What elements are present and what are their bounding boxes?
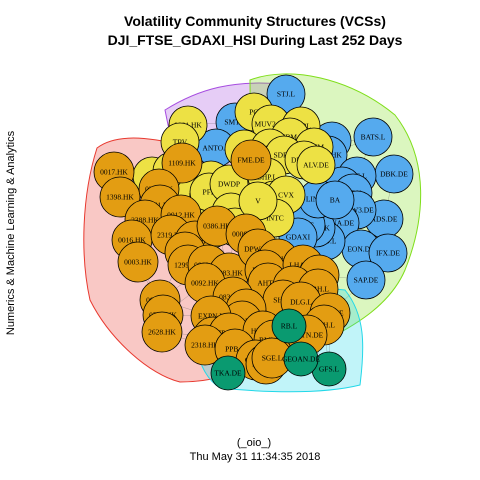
node-circle-blue (346, 260, 386, 300)
node-label: 0941.HK (146, 201, 174, 210)
node-label: EXPN.L (198, 312, 224, 321)
node-label: VOW3.DE (340, 206, 374, 215)
node-label: 2318.HK (191, 341, 219, 350)
node-label: GFS.L (319, 365, 340, 374)
node-label: ANTO.L (202, 144, 230, 153)
network-node: 1109.HK (161, 142, 203, 184)
node-label: SMT.L (224, 118, 246, 127)
node-circle-blue (368, 233, 408, 273)
node-label: CVX (278, 191, 294, 200)
node-label: TRV (173, 138, 188, 147)
node-label: RB.L (281, 322, 298, 331)
node-label: BATS.L (361, 133, 386, 142)
node-circle-yellow (296, 145, 336, 185)
chart-title-line1: Volatility Community Structures (VCSs) (124, 13, 386, 29)
network-node: SAP.DE (346, 260, 386, 300)
node-label: AHT.L (257, 279, 279, 288)
node-label: 0386.HK (203, 222, 231, 231)
node-label: IFX.DE (376, 249, 400, 258)
node-circle-orange (117, 241, 159, 283)
node-label: ALV.DE (303, 161, 329, 170)
node-label: SAP.DE (354, 276, 379, 285)
network-node: DBK.DE (374, 154, 414, 194)
node-label: ADS.DE (371, 215, 398, 224)
node-label: 1398.HK (106, 193, 134, 202)
node-label: BHP.L (257, 173, 278, 182)
network-node: RB.L (271, 308, 307, 344)
node-label: BA (330, 196, 341, 205)
footer-signature: (_oio_) (237, 437, 271, 449)
node-label: DWDP (218, 180, 240, 189)
node-label: 0003.HK (124, 258, 152, 267)
node-label: BAYN.DE (291, 331, 324, 340)
chart-title-line2: DJI_FTSE_GDAXI_HSI During Last 252 Days (108, 32, 403, 48)
node-circle-blue (315, 180, 355, 220)
network-node: GEOAN.DE (282, 341, 321, 377)
node-label: 0012.HK (167, 211, 195, 220)
node-label: SGE.L (262, 354, 283, 363)
node-label: DLG.L (290, 298, 312, 307)
node-circle-orange (141, 311, 183, 353)
node-label: FME.DE (237, 156, 265, 165)
node-label: INTC (266, 214, 284, 223)
node-label: GDAXI (286, 233, 311, 242)
footer-timestamp: Thu May 31 11:34:35 2018 (190, 451, 321, 463)
network-node: BATS.L (353, 117, 393, 157)
node-label: DPW.DE (244, 245, 272, 254)
network-nodes: STJ.LBATS.LDBK.DEVZ1038.HKSSE.LPRU.LMRKA… (93, 74, 414, 391)
network-node: 2628.HK (141, 311, 183, 353)
network-node: GFS.L (311, 351, 347, 387)
node-label: EON.DE (347, 245, 375, 254)
node-label: PG (249, 108, 259, 117)
node-circle-orange (230, 139, 272, 181)
node-label: 2628.HK (148, 328, 176, 337)
node-label: MUV2.DE (254, 120, 288, 129)
network-node: SGE.L (251, 337, 293, 379)
node-circle-blue (353, 117, 393, 157)
network-node: ALV.DE (296, 145, 336, 185)
side-axis-label: Numerics & Machine Learning & Analytics (5, 130, 17, 335)
node-label: 2319.HK (157, 231, 185, 240)
network-node: IFX.DE (368, 233, 408, 273)
node-label: 0017.HK (100, 168, 128, 177)
node-label: V (255, 197, 261, 206)
node-label: SDR.L (273, 151, 294, 160)
node-label: TKA.DE (214, 369, 242, 378)
node-label: VNA.DE (326, 219, 355, 228)
node-circle-green (210, 355, 246, 391)
node-label: PPB.L (225, 345, 245, 354)
node-label: 2388.HK (131, 216, 159, 225)
network-node: TKA.DE (210, 355, 246, 391)
node-label: 0016.HK (118, 236, 146, 245)
network-node: BA (315, 180, 355, 220)
node-circle-green (271, 308, 307, 344)
node-label: STJ.L (277, 90, 296, 99)
node-circle-green (283, 341, 319, 377)
node-label: DBK.DE (380, 170, 408, 179)
node-label: CRH.L (307, 285, 329, 294)
node-label: PFE (203, 188, 216, 197)
node-label: 0083.HK (215, 269, 243, 278)
node-label: 0092.HK (191, 279, 219, 288)
network-node: FME.DE (230, 139, 272, 181)
node-label: GEOAN.DE (282, 355, 321, 364)
node-circle-orange (161, 142, 203, 184)
network-node: 0003.HK (117, 241, 159, 283)
node-label: 1109.HK (168, 159, 196, 168)
